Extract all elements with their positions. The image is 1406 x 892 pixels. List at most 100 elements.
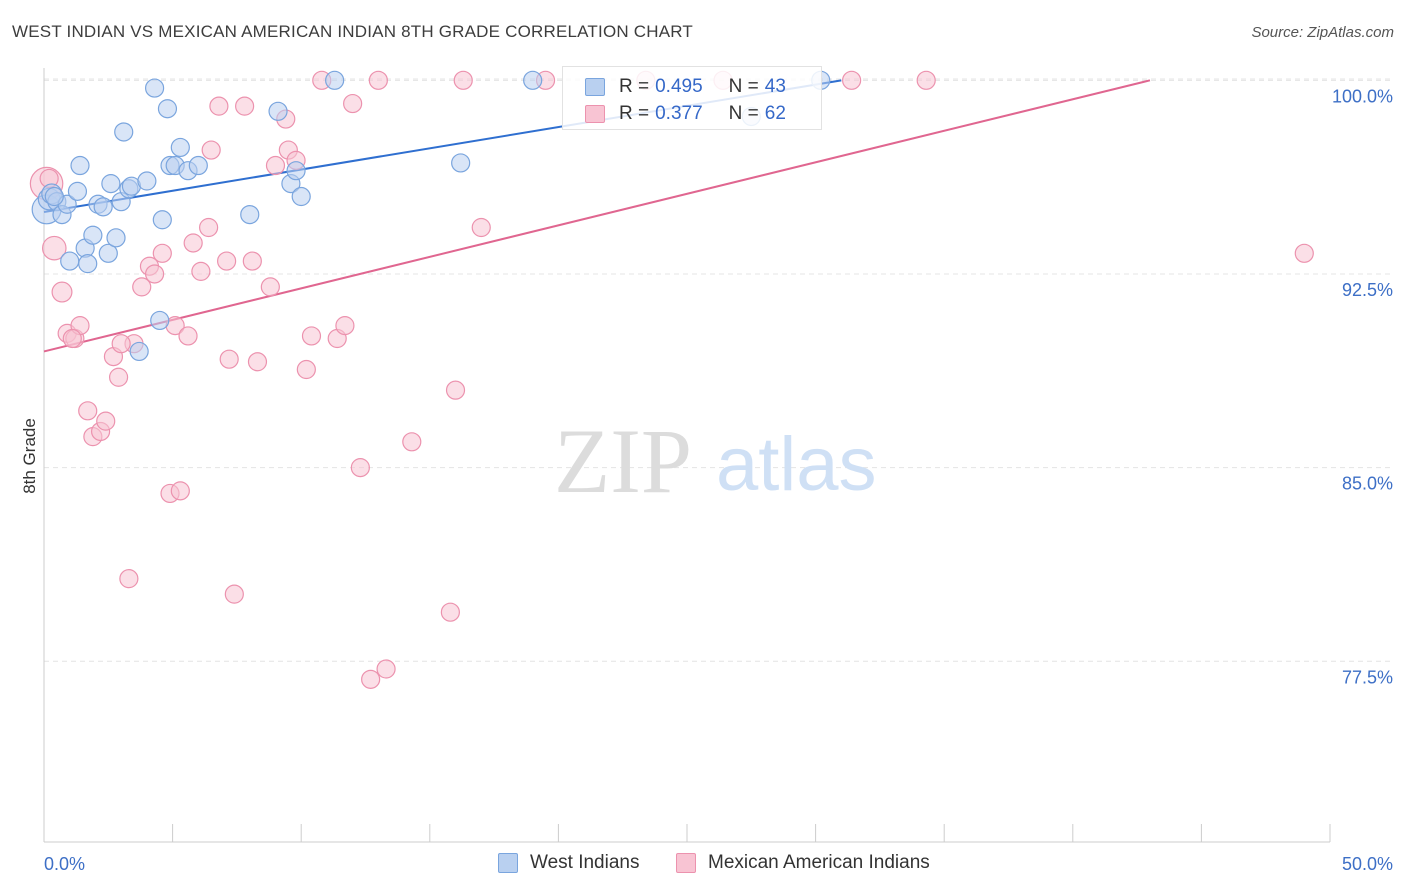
west-indians-point xyxy=(98,243,118,263)
mexican-american-indians-point xyxy=(343,93,363,114)
y-tick-label: 92.5% xyxy=(1342,280,1393,300)
trend-line-mexican-american-indians xyxy=(43,79,1151,353)
stats-legend: R = 0.495 N = 43 R = 0.377 N = 62 xyxy=(562,66,822,130)
west-indians-point xyxy=(291,186,311,207)
west-indians-point xyxy=(129,341,149,362)
mexican-american-indians-point xyxy=(119,569,139,589)
source-label: Source: ZipAtlas.com xyxy=(1251,24,1394,41)
west-indians-point xyxy=(101,174,121,194)
mexican-american-indians-point xyxy=(217,251,237,271)
points-west-indians xyxy=(31,70,831,362)
mexican-american-indians-point xyxy=(96,411,116,431)
points-mexican-american-indians xyxy=(29,70,1314,689)
mexican-american-indians-point xyxy=(191,261,211,281)
mexican-american-indians-point xyxy=(445,380,466,400)
mexican-american-indians-point xyxy=(440,602,460,622)
mexican-american-indians-point xyxy=(183,233,203,253)
mexican-american-indians-point xyxy=(402,432,422,452)
mexican-american-indians-point xyxy=(247,352,268,372)
mexican-american-indians-point xyxy=(178,326,198,346)
legend-swatch-blue xyxy=(585,78,605,96)
legend-swatch-pink xyxy=(585,105,605,123)
west-indians-point xyxy=(451,153,471,173)
mexican-american-indians-point xyxy=(301,326,322,346)
bottom-legend-label: Mexican American Indians xyxy=(708,852,930,873)
mexican-american-indians-point xyxy=(62,328,82,349)
bottom-legend-label: West Indians xyxy=(530,852,640,873)
mexican-american-indians-point xyxy=(111,334,131,354)
watermark: ZIP atlas xyxy=(554,410,877,512)
mexican-american-indians-point xyxy=(361,669,381,689)
west-indians-point xyxy=(67,181,88,201)
legend-r-value: 0.495 xyxy=(655,76,703,97)
mexican-american-indians-point xyxy=(265,155,286,176)
legend-r-label: R = xyxy=(619,103,650,124)
legend-n-value: 43 xyxy=(764,76,786,97)
mexican-american-indians-point xyxy=(296,359,316,380)
mexican-american-indians-point xyxy=(350,458,370,478)
grid-lines xyxy=(44,78,1392,662)
west-indians-point xyxy=(188,155,208,176)
mexican-american-indians-point xyxy=(219,349,239,369)
bottom-legend-mexican-american-indians: Mexican American Indians xyxy=(676,852,930,874)
mexican-american-indians-point xyxy=(471,217,491,238)
legend-row-west-indians: R = 0.495 N = 43 xyxy=(585,75,786,99)
west-indians-point xyxy=(93,197,113,217)
west-indians-point xyxy=(78,254,98,274)
west-indians-point xyxy=(137,171,157,191)
mexican-american-indians-point xyxy=(260,277,280,297)
mexican-american-indians-point xyxy=(368,70,388,90)
west-indians-point xyxy=(83,225,103,245)
watermark-atlas: atlas xyxy=(716,422,877,507)
west-indians-point xyxy=(157,99,178,119)
axis-labels: 77.5% 85.0% 92.5% 100.0% 0.0% 50.0% 8th Grade xyxy=(20,86,1393,874)
west-indians-point xyxy=(144,78,165,98)
west-indians-point xyxy=(44,186,64,207)
legend-r-value: 0.377 xyxy=(655,103,703,124)
mexican-american-indians-point xyxy=(842,70,862,90)
mexican-american-indians-point xyxy=(108,367,129,387)
mexican-american-indians-point xyxy=(199,217,219,238)
legend-row-mexican-american-indians: R = 0.377 N = 62 xyxy=(585,102,786,126)
west-indians-point xyxy=(150,310,170,331)
west-indians-point xyxy=(286,161,306,181)
x-tick-label: 50.0% xyxy=(1342,854,1393,874)
west-indians-point xyxy=(325,70,345,90)
mexican-american-indians-point xyxy=(376,659,396,679)
watermark-zip: ZIP xyxy=(554,410,692,512)
west-indians-point xyxy=(70,155,90,176)
mexican-american-indians-point xyxy=(201,140,221,160)
mexican-american-indians-point xyxy=(78,401,98,421)
y-tick-label: 85.0% xyxy=(1342,474,1393,494)
y-tick-label: 77.5% xyxy=(1342,667,1393,687)
west-indians-point xyxy=(106,228,126,248)
legend-n-value: 62 xyxy=(764,103,786,124)
west-indians-point xyxy=(170,137,190,158)
mexican-american-indians-point xyxy=(335,316,355,336)
mexican-american-indians-point xyxy=(51,281,73,303)
west-indians-point xyxy=(523,70,543,90)
mexican-american-indians-point xyxy=(144,264,165,284)
mexican-american-indians-point xyxy=(152,243,172,263)
mexican-american-indians-point xyxy=(453,70,473,90)
west-indians-point xyxy=(60,251,80,271)
bottom-legend-swatch-blue xyxy=(498,853,518,873)
legend-n-label: N = xyxy=(728,76,759,97)
x-tick-label: 0.0% xyxy=(44,854,85,874)
bottom-legend-west-indians: West Indians xyxy=(498,852,639,874)
west-indians-point xyxy=(268,101,288,121)
mexican-american-indians-point xyxy=(235,96,255,116)
legend-r-label: R = xyxy=(619,76,650,97)
y-axis-label: 8th Grade xyxy=(20,418,39,494)
legend-n-label: N = xyxy=(728,103,759,124)
chart-title: WEST INDIAN VS MEXICAN AMERICAN INDIAN 8… xyxy=(12,22,694,41)
west-indians-point xyxy=(114,122,134,142)
mexican-american-indians-point xyxy=(170,481,190,501)
mexican-american-indians-point xyxy=(242,251,262,271)
mexican-american-indians-point xyxy=(209,96,229,116)
y-tick-label: 100.0% xyxy=(1332,86,1393,106)
mexican-american-indians-point xyxy=(132,277,152,297)
mexican-american-indians-point xyxy=(916,70,936,90)
west-indians-point xyxy=(152,210,172,230)
